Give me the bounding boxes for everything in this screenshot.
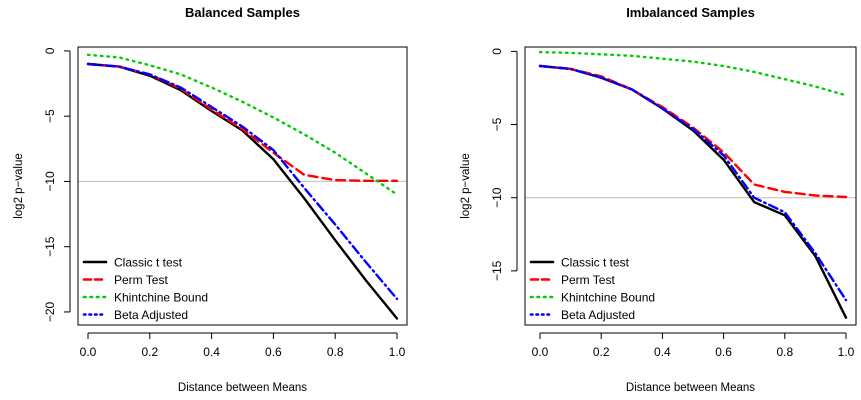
legend-label: Perm Test	[561, 273, 615, 287]
x-tick-label: 0.6	[265, 345, 282, 359]
x-tick-label: 0.4	[203, 345, 220, 359]
series-line-4	[538, 64, 848, 302]
y-tick-label: −10	[490, 187, 504, 208]
panel-1: Balanced Samples 0.0 0.2 0.4 0.6 0.8 1.0 Distan…	[13, 5, 408, 394]
x-tick-label: 0.2	[141, 345, 158, 359]
legend: Classic t test Perm Test Khintchine Bound B…	[529, 256, 655, 322]
legend-label: Khintchine Bound	[114, 291, 208, 305]
x-tick-label: 0.0	[80, 345, 97, 359]
x-axis-label: Distance between Means	[626, 382, 755, 394]
y-tick-label: −10	[43, 171, 57, 192]
plot-frame	[77, 46, 408, 326]
x-tick-label: 0.8	[776, 345, 793, 359]
x-tick-label: 1.0	[838, 345, 855, 359]
y-axis-label: log2 p−value	[13, 153, 25, 219]
x-axis-label: Distance between Means	[178, 382, 307, 394]
legend: Classic t test Perm Test Khintchine Bound B…	[82, 256, 208, 322]
y-tick-label: 0	[43, 47, 57, 54]
x-tick-label: 0.8	[327, 345, 344, 359]
series-line-3	[538, 50, 848, 97]
chart-title: Imbalanced Samples	[626, 5, 755, 20]
x-tick-label: 0.6	[715, 345, 732, 359]
y-tick-label: 0	[490, 48, 504, 55]
panel-2: Imbalanced Samples 0.0 0.2 0.4 0.6 0.8 1.0 Dist…	[460, 5, 857, 394]
y-tick-label: −5	[490, 117, 504, 131]
series-line-2	[86, 62, 399, 183]
y-tick-label: −15	[490, 260, 504, 281]
x-tick-label: 0.2	[593, 345, 610, 359]
series-line-3	[86, 53, 399, 196]
legend-label: Khintchine Bound	[561, 291, 655, 305]
series-line-4	[86, 62, 399, 301]
y-tick-label: −15	[43, 236, 57, 257]
legend-label: Beta Adjusted	[114, 308, 188, 322]
chart-title: Balanced Samples	[185, 5, 300, 20]
y-axis-label: log2 p−value	[460, 153, 472, 219]
y-tick-label: −20	[43, 301, 57, 322]
x-tick-label: 0.0	[532, 345, 549, 359]
plot-frame	[524, 46, 857, 326]
legend-label: Classic t test	[114, 256, 183, 270]
legend-label: Classic t test	[561, 256, 630, 270]
x-tick-label: 0.4	[654, 345, 671, 359]
legend-label: Beta Adjusted	[561, 308, 635, 322]
legend-label: Perm Test	[114, 273, 168, 287]
x-tick-label: 1.0	[389, 345, 406, 359]
y-tick-label: −5	[43, 109, 57, 123]
